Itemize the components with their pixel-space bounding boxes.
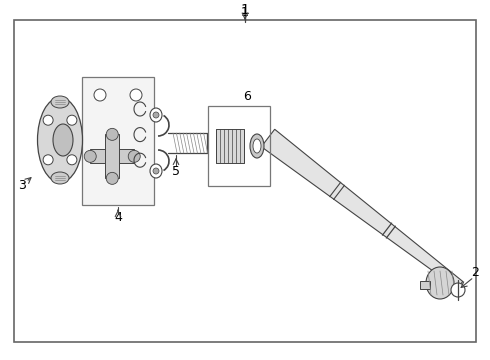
Bar [420, 281, 430, 289]
Polygon shape [261, 129, 463, 289]
Ellipse shape [250, 134, 264, 158]
Circle shape [153, 112, 159, 118]
Ellipse shape [426, 267, 454, 299]
Text: 1: 1 [241, 5, 249, 18]
Circle shape [43, 155, 53, 165]
Ellipse shape [253, 139, 261, 153]
Ellipse shape [38, 98, 82, 183]
Ellipse shape [128, 150, 140, 162]
Bar [14, 20, 476, 342]
Circle shape [153, 168, 159, 174]
Ellipse shape [150, 108, 162, 122]
Circle shape [130, 89, 142, 101]
Text: 4: 4 [114, 211, 122, 224]
Ellipse shape [84, 150, 96, 162]
Ellipse shape [53, 124, 73, 156]
Text: 1: 1 [241, 3, 249, 17]
Ellipse shape [106, 172, 118, 184]
Circle shape [43, 115, 53, 125]
Bar [216, 129, 244, 163]
Bar [90, 149, 134, 163]
Circle shape [94, 89, 106, 101]
Ellipse shape [150, 164, 162, 178]
Circle shape [67, 155, 77, 165]
Circle shape [451, 283, 465, 297]
Circle shape [67, 115, 77, 125]
Bar [105, 134, 119, 178]
Text: 5: 5 [172, 165, 180, 177]
Bar [208, 106, 270, 186]
Text: 2: 2 [471, 266, 479, 279]
Text: 6: 6 [243, 90, 251, 103]
Bar [82, 77, 154, 205]
Ellipse shape [106, 129, 118, 140]
Ellipse shape [51, 172, 69, 184]
Ellipse shape [51, 96, 69, 108]
Text: 3: 3 [18, 179, 26, 192]
